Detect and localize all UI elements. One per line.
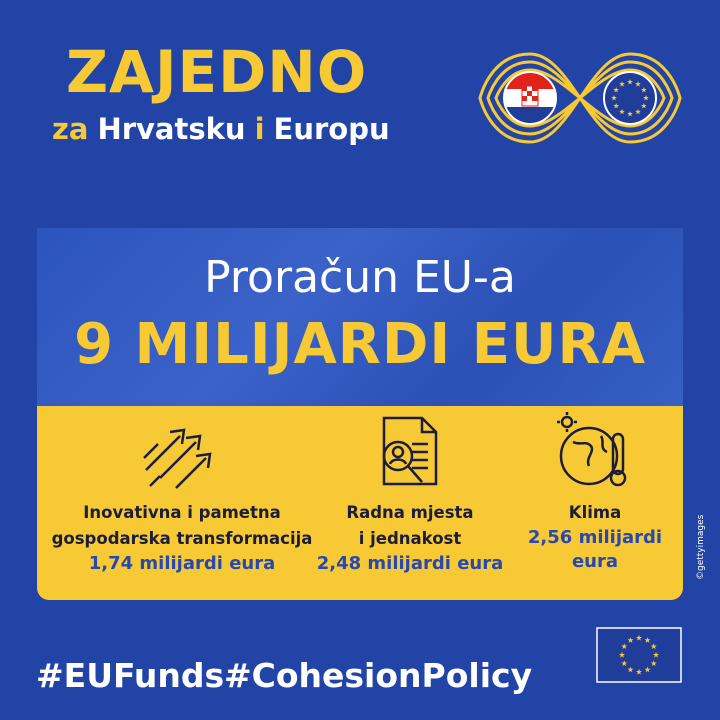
star	[619, 81, 625, 87]
item-amount: 2,56 milijardi	[527, 527, 663, 548]
subtitle-word: Europu	[273, 112, 390, 146]
photo-credit: ©gettyimages	[696, 514, 706, 580]
star	[613, 103, 619, 109]
logo	[478, 52, 682, 144]
item-amount: 1,74 milijardi eura	[88, 553, 276, 574]
star	[652, 651, 660, 658]
icon-climate	[557, 412, 627, 487]
star	[650, 660, 657, 667]
item-title: Inovativna i pametna	[83, 503, 281, 522]
star	[627, 79, 633, 85]
subtitle-word: za	[52, 112, 89, 146]
star	[635, 668, 643, 675]
budget-label: Proračun EU-a	[204, 252, 516, 303]
star	[627, 637, 634, 643]
item-title: i jednakost	[358, 529, 462, 548]
hashtag: #CohesionPolicy	[224, 656, 533, 695]
item: Radna mjesta i jednakost 2,48 milijardi …	[310, 500, 510, 576]
eu-stars	[611, 79, 649, 117]
star	[635, 81, 641, 87]
star	[635, 108, 641, 115]
item-title: Radna mjesta	[346, 503, 474, 522]
icon-jobs	[382, 416, 438, 486]
budget-panel	[37, 228, 683, 406]
star	[627, 666, 634, 673]
star	[611, 95, 617, 101]
star	[644, 666, 651, 673]
item: Inovativna i pametna gospodarska transfo…	[37, 500, 327, 576]
item: Klima 2,56 milijardi eura	[515, 500, 675, 574]
star	[618, 651, 626, 658]
star	[621, 643, 628, 650]
star	[644, 637, 651, 643]
star	[613, 87, 619, 93]
item-title: Klima	[568, 503, 622, 522]
star	[635, 634, 643, 641]
eu-flag	[596, 627, 682, 683]
hashtag: #EUFunds	[36, 656, 225, 695]
star	[619, 108, 625, 115]
subtitle-word: i	[254, 112, 265, 146]
subtitle: za Hrvatsku i Europu	[52, 112, 399, 146]
star	[641, 87, 647, 93]
subtitle-word: Hrvatsku	[97, 112, 246, 146]
item-amount: eura	[571, 551, 619, 572]
star	[621, 660, 628, 667]
budget-total: 9 MILIJARDI EURA	[74, 312, 646, 377]
icon-growth	[143, 428, 212, 489]
star	[627, 111, 633, 117]
item-amount: 2,48 milijardi eura	[316, 553, 504, 574]
title: ZAJEDNO	[66, 38, 368, 106]
star	[643, 95, 649, 101]
item-title: gospodarska transformacija	[51, 529, 313, 548]
eu-stars	[618, 634, 660, 675]
items-panel	[37, 406, 683, 600]
star	[641, 103, 647, 109]
star	[650, 643, 657, 650]
